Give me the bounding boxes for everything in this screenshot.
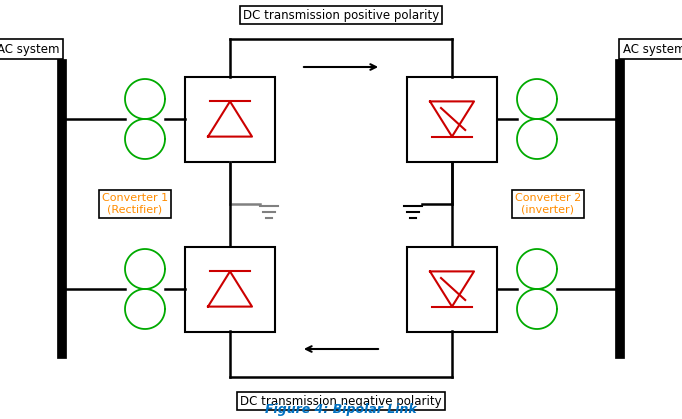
Bar [407, 246, 497, 331]
Bar [185, 77, 275, 161]
Text: Figure 4: Bipolar Link: Figure 4: Bipolar Link [265, 403, 417, 416]
Text: Converter 1
(Rectifier): Converter 1 (Rectifier) [102, 193, 168, 215]
Text: Converter 2
(inverter): Converter 2 (inverter) [515, 193, 581, 215]
Text: DC transmission positive polarity: DC transmission positive polarity [243, 8, 439, 21]
Text: DC transmission negative polarity: DC transmission negative polarity [240, 395, 442, 408]
Bar [185, 246, 275, 331]
Bar [407, 77, 497, 161]
Text: AC system: AC system [0, 42, 59, 55]
Text: AC system: AC system [623, 42, 682, 55]
